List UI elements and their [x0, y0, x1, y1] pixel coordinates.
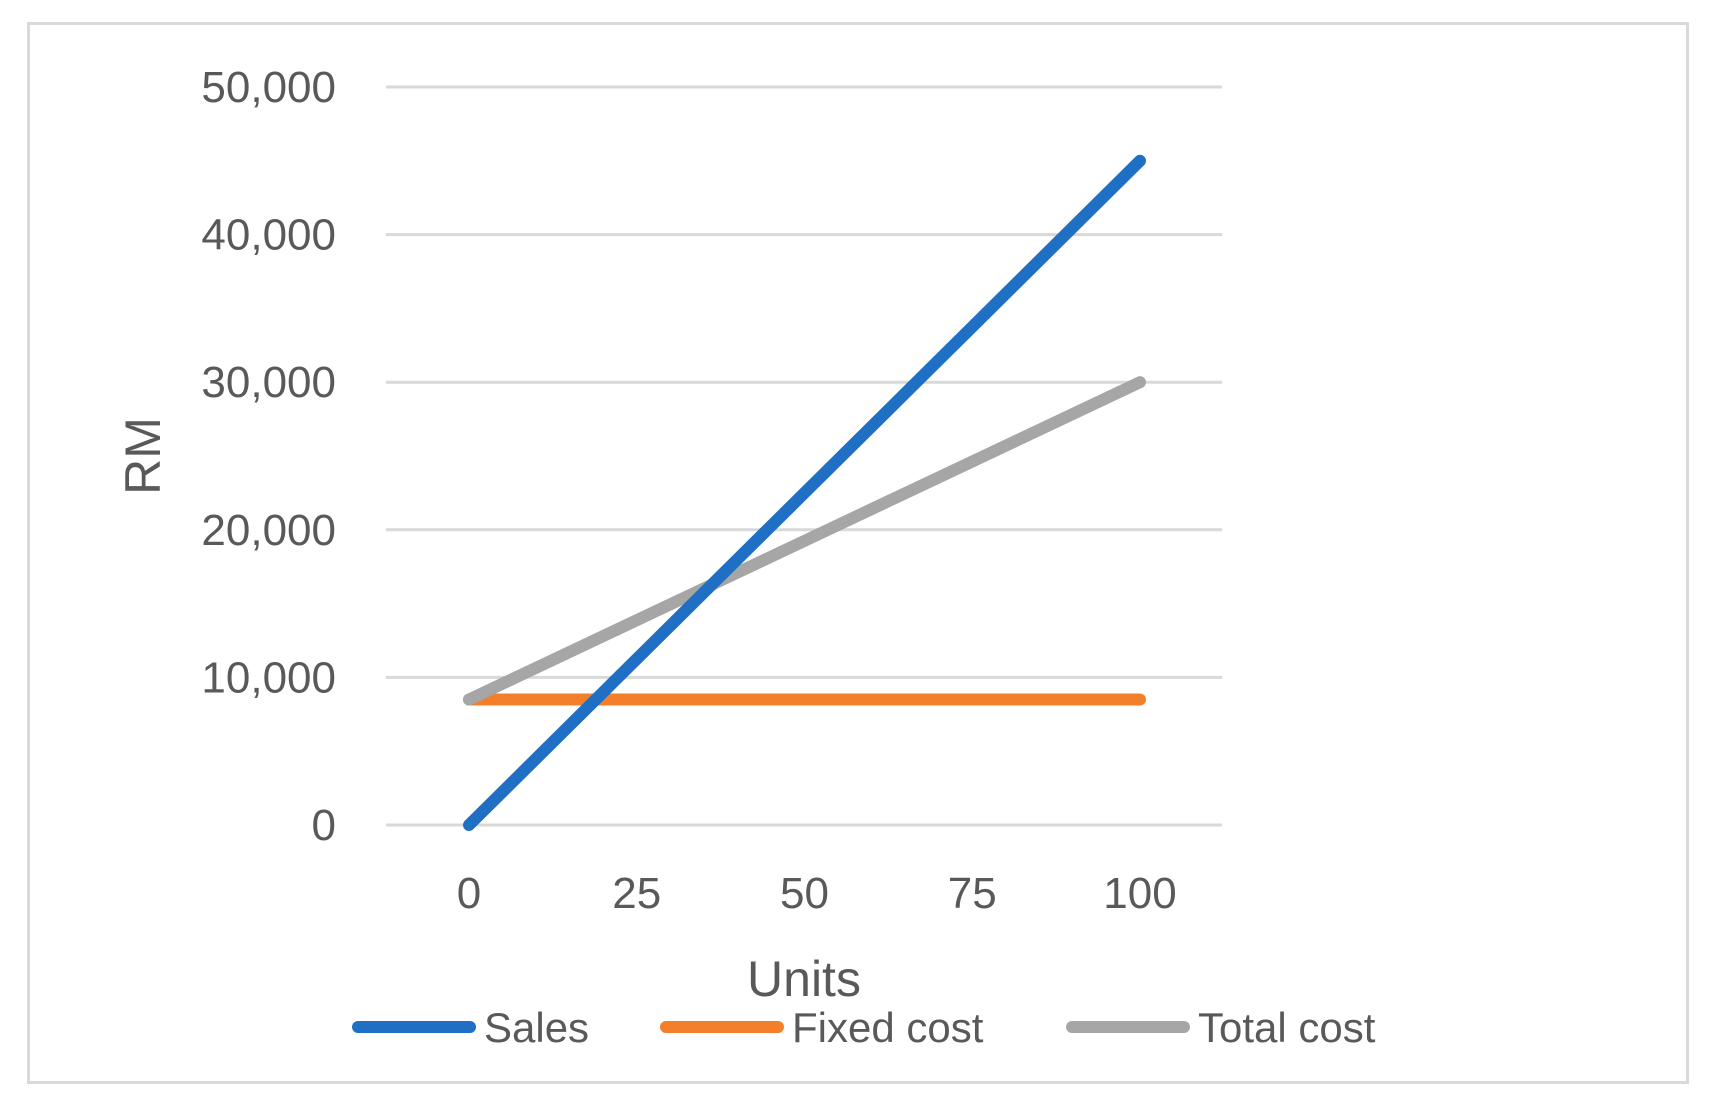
y-tick-label: 10,000 — [201, 653, 336, 702]
x-tick-label: 100 — [1103, 869, 1176, 918]
legend: Sales Fixed cost Total cost — [352, 1004, 1376, 1051]
legend-label-fixed-cost: Fixed cost — [792, 1004, 984, 1051]
x-tick-label: 75 — [948, 869, 997, 918]
series-line-total-cost — [463, 376, 1146, 706]
x-tick-label: 50 — [780, 869, 829, 918]
series-line-sales — [463, 154, 1146, 831]
y-axis-ticks: 0 10,000 20,000 30,000 40,000 50,000 — [201, 63, 336, 850]
y-axis-title: RM — [115, 417, 171, 495]
legend-label-sales: Sales — [484, 1004, 589, 1051]
x-tick-label: 25 — [612, 869, 661, 918]
y-tick-label: 0 — [312, 801, 336, 850]
x-axis-ticks: 0 25 50 75 100 — [457, 869, 1177, 918]
y-tick-label: 30,000 — [201, 358, 336, 407]
y-tick-label: 20,000 — [201, 506, 336, 555]
x-axis-title: Units — [747, 951, 861, 1007]
y-tick-label: 50,000 — [201, 63, 336, 112]
series-lines — [463, 154, 1146, 831]
chart-frame — [27, 22, 1689, 1084]
legend-label-total-cost: Total cost — [1198, 1004, 1376, 1051]
x-tick-label: 0 — [457, 869, 481, 918]
y-tick-label: 40,000 — [201, 211, 336, 260]
